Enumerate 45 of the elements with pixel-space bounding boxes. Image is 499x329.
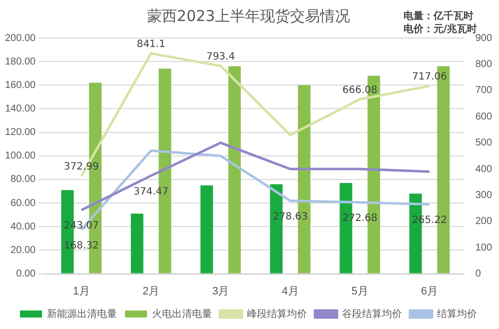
y-tick-label: 140.00 (4, 103, 36, 114)
legend-label: 新能源出清电量 (47, 308, 117, 320)
x-tick-label: 3月 (212, 285, 230, 298)
legend-label: 结算均价 (437, 308, 477, 320)
legend-label: 火电出清电量 (152, 308, 212, 320)
x-tick-label: 1月 (72, 285, 90, 298)
bar (200, 185, 213, 274)
x-tick-label: 5月 (351, 285, 368, 298)
y-tick-label: 20.00 (10, 244, 36, 256)
data-label: 841.1 (136, 39, 166, 50)
y2-tick-label: 300 (475, 190, 492, 201)
y-tick-label: 40.00 (10, 221, 36, 232)
data-label: 793.4 (206, 52, 235, 63)
legend-label: 谷段结算均价 (342, 308, 402, 320)
chart-title: 蒙西2023上半年现货交易情况 (146, 6, 350, 25)
x-tick-label: 4月 (282, 285, 299, 298)
y-tick-label: 160.00 (4, 80, 36, 91)
y2-tick-label: 700 (475, 85, 492, 96)
bar (228, 66, 241, 274)
y2-tick-label: 100 (475, 242, 492, 254)
data-label: 168.32 (64, 240, 99, 252)
data-label: 278.63 (272, 211, 308, 222)
y-tick-label: 200.00 (4, 32, 36, 44)
bar (130, 214, 144, 274)
y2-tick-label: 600 (475, 111, 492, 122)
y-tick-label: 180.00 (4, 56, 36, 68)
y-tick-label: 100.00 (4, 150, 36, 162)
data-label: 243.07 (64, 220, 99, 232)
legend-label: 峰段结算均价 (247, 308, 307, 320)
y2-tick-label: 900 (475, 32, 492, 44)
x-tick-label: 2月 (142, 285, 160, 298)
y-tick-label: 60.00 (10, 198, 36, 209)
y2-tick-label: 400 (475, 164, 492, 175)
data-label: 265.22 (412, 214, 448, 226)
y-tick-label: 0.00 (16, 268, 36, 280)
y2-tick-label: 800 (475, 58, 492, 70)
y2-tick-label: 500 (475, 138, 492, 149)
y2-tick-label: 200 (475, 216, 492, 228)
y2-tick-label: 0 (475, 268, 482, 280)
text: 电量：亿千瓦时 (403, 10, 474, 23)
data-label: 272.68 (342, 212, 378, 224)
y-tick-label: 80.00 (10, 174, 36, 186)
x-tick-label: 6月 (420, 285, 438, 298)
y-tick-label: 120.00 (4, 127, 36, 138)
text: 电价：元/兆瓦时 (403, 23, 477, 35)
